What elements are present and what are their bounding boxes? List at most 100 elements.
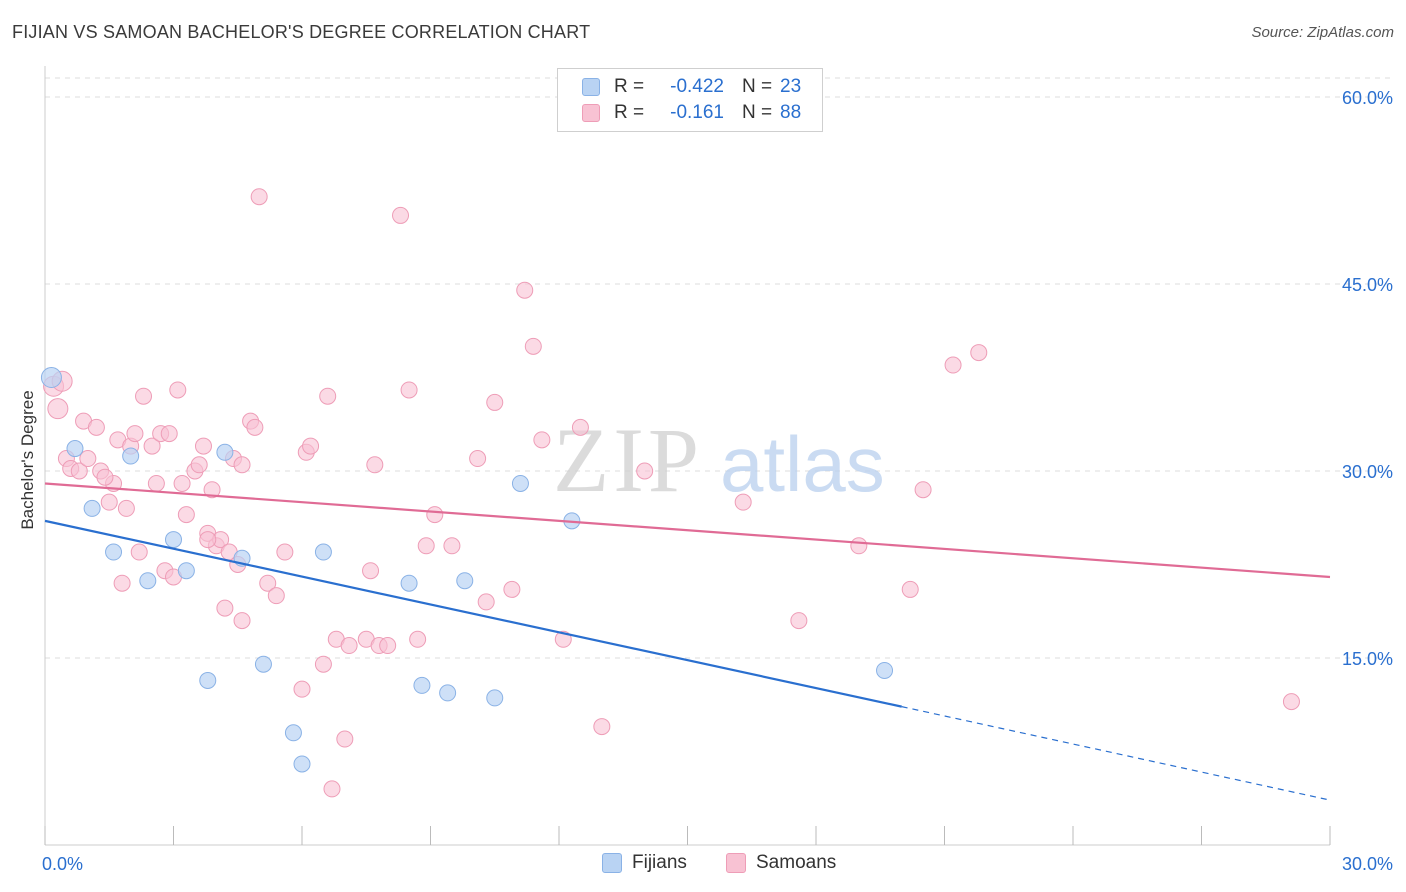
- gridlines: [45, 77, 1395, 659]
- samoan-point: [319, 387, 337, 405]
- legend-row-fijians: R = -0.422 N = 23: [582, 74, 801, 100]
- samoan-point: [392, 206, 410, 224]
- samoan-point: [1282, 693, 1300, 711]
- fijian-point: [486, 689, 504, 707]
- samoan-point: [267, 587, 285, 605]
- samoan-point: [250, 188, 268, 206]
- y-axis-label: Bachelor's Degree: [18, 390, 37, 530]
- fijian-point: [413, 676, 431, 694]
- samoan-point: [636, 462, 654, 480]
- fijian-point: [456, 572, 474, 590]
- axes: [44, 66, 1331, 846]
- samoan-point: [477, 593, 495, 611]
- y-tick-label: 45.0%: [1342, 275, 1393, 295]
- samoan-point: [100, 493, 118, 511]
- samoan-point: [426, 506, 444, 524]
- fijian-point: [199, 671, 217, 689]
- samoan-point: [130, 543, 148, 561]
- samoan-point: [302, 437, 320, 455]
- samoan-points: [43, 188, 1300, 798]
- fijian-point: [284, 724, 302, 742]
- samoan-point: [901, 580, 919, 598]
- samoan-point: [194, 437, 212, 455]
- fijian-point: [511, 474, 529, 492]
- fijian-trendline-extension: [901, 706, 1331, 801]
- fijian-point: [314, 543, 332, 561]
- samoan-point: [417, 537, 435, 555]
- samoan-point: [516, 281, 534, 299]
- samoan-point: [790, 612, 808, 630]
- bottom-legend-samoans: Samoans: [726, 852, 836, 874]
- samoan-point: [135, 387, 153, 405]
- samoan-point: [503, 580, 521, 598]
- samoan-point: [147, 474, 165, 492]
- y-tick-label: 60.0%: [1342, 88, 1393, 108]
- samoan-point: [259, 574, 277, 592]
- samoan-n-value: 88: [780, 102, 802, 123]
- samoan-point: [293, 680, 311, 698]
- samoan-point: [199, 531, 217, 549]
- samoan-point: [177, 506, 195, 524]
- samoan-point: [593, 718, 611, 736]
- samoan-trendline: [44, 482, 1331, 579]
- fijian-r-label: R =: [614, 76, 645, 97]
- fijian-point: [293, 755, 311, 773]
- samoan-r-label: R =: [614, 102, 645, 123]
- samoan-point: [143, 437, 161, 455]
- x-tick-label-min: 0.0%: [42, 854, 83, 874]
- samoan-point: [70, 462, 88, 480]
- samoan-point: [87, 418, 105, 436]
- samoan-point: [533, 431, 551, 449]
- samoan-point: [571, 418, 589, 436]
- source-label: Source: ZipAtlas.com: [1251, 24, 1394, 41]
- samoan-n-label: N =: [742, 102, 773, 123]
- fijian-point: [40, 367, 62, 388]
- correlation-legend: R = -0.422 N = 23 R = -0.161 N = 88: [557, 68, 823, 132]
- y-tick-label: 15.0%: [1342, 649, 1393, 669]
- samoan-point: [79, 450, 97, 468]
- fijian-point: [139, 572, 157, 590]
- tick-labels: 15.0% 30.0% 45.0% 60.0% 0.0% 30.0%: [42, 88, 1393, 874]
- samoan-point: [469, 450, 487, 468]
- samoan-point: [400, 381, 418, 399]
- fijian-point: [105, 543, 123, 561]
- samoan-point: [944, 356, 962, 374]
- samoans-legend-label: Samoans: [756, 852, 837, 873]
- watermark: ZIP atlas: [553, 409, 885, 511]
- y-tick-label: 30.0%: [1342, 462, 1393, 482]
- bottom-legend-fijians: Fijians: [602, 852, 687, 874]
- watermark-atlas: atlas: [720, 420, 885, 508]
- samoan-point: [233, 612, 251, 630]
- samoan-point: [160, 425, 178, 443]
- fijian-trendline: [44, 519, 902, 708]
- samoan-point: [117, 499, 135, 517]
- fijian-points: [40, 367, 894, 773]
- fijian-r-value: -0.422: [670, 76, 724, 97]
- samoan-point: [486, 393, 504, 411]
- samoan-point: [366, 456, 384, 474]
- samoan-point: [246, 418, 264, 436]
- samoan-point: [169, 381, 187, 399]
- samoan-point: [173, 474, 191, 492]
- fijian-point: [216, 443, 234, 461]
- fijian-swatch: [582, 78, 600, 96]
- fijian-point: [400, 574, 418, 592]
- samoan-point: [914, 481, 932, 499]
- samoan-point: [323, 780, 341, 798]
- samoan-point: [96, 468, 114, 486]
- samoans-legend-swatch: [726, 853, 746, 873]
- fijians-legend-swatch: [602, 853, 622, 873]
- fijian-point: [876, 661, 894, 679]
- fijian-point: [439, 684, 457, 702]
- samoan-point: [314, 655, 332, 673]
- fijian-point: [122, 447, 140, 465]
- fijian-point: [165, 531, 182, 549]
- samoan-point: [216, 599, 234, 617]
- chart-title: FIJIAN VS SAMOAN BACHELOR'S DEGREE CORRE…: [12, 22, 591, 42]
- samoan-point: [233, 456, 251, 474]
- samoan-point: [113, 574, 131, 592]
- samoan-point: [970, 344, 988, 362]
- samoan-point: [734, 493, 752, 511]
- samoan-point: [850, 537, 868, 555]
